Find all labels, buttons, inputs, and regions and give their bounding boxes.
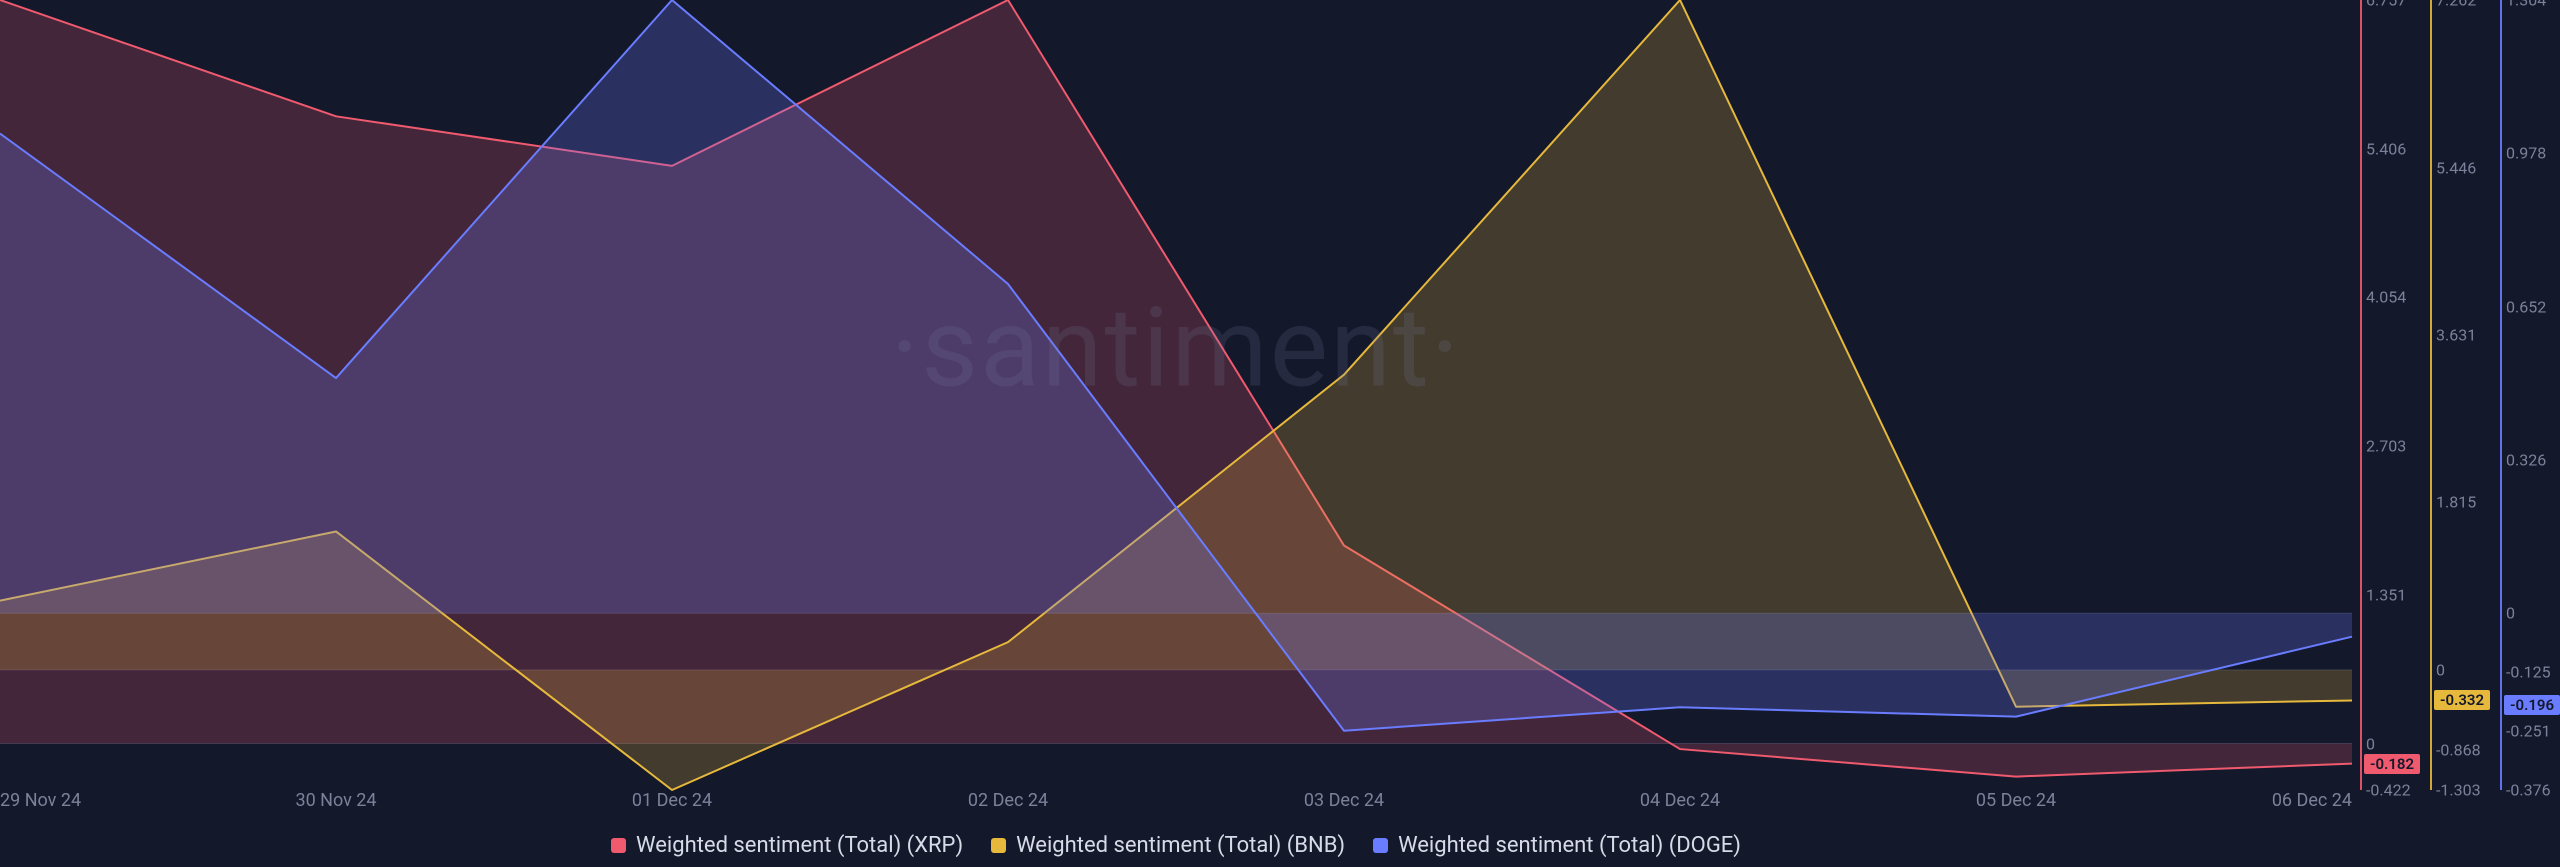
y-tick-label: -1.303 (2436, 781, 2481, 800)
y-axis-doge: 1.3040.9780.6520.3260-0.125-0.251-0.376-… (2500, 0, 2560, 790)
y-axis-xrp: 6.7575.4064.0542.7031.3510-0.422-0.182 (2360, 0, 2430, 790)
x-tick-label: 29 Nov 24 (0, 790, 81, 811)
y-current-badge-bnb: -0.332 (2434, 690, 2490, 710)
y-tick-label: -0.125 (2506, 662, 2551, 681)
legend-label: Weighted sentiment (Total) (XRP) (636, 833, 963, 858)
legend-swatch-icon (991, 838, 1006, 853)
y-tick-label: 1.304 (2506, 0, 2546, 10)
y-current-badge-xrp: -0.182 (2364, 754, 2420, 774)
plot-area[interactable]: ·santiment· (0, 0, 2352, 790)
y-axis-line (2430, 0, 2432, 790)
y-tick-label: 2.703 (2366, 437, 2406, 456)
y-tick-label: 0.652 (2506, 297, 2546, 316)
legend-swatch-icon (1373, 838, 1388, 853)
y-tick-label: 7.262 (2436, 0, 2476, 10)
y-axis-line (2500, 0, 2502, 790)
y-tick-label: 6.757 (2366, 0, 2406, 10)
y-tick-label: 0 (2436, 660, 2445, 679)
y-axes: 6.7575.4064.0542.7031.3510-0.422-0.1827.… (2360, 0, 2560, 790)
sentiment-chart: ·santiment· 29 Nov 24 30 Nov 24 01 Dec 24 0… (0, 0, 2560, 867)
watermark: ·santiment· (890, 283, 1461, 412)
legend-swatch-icon (611, 838, 626, 853)
x-tick-label: 04 Dec 24 (1640, 790, 1720, 811)
y-tick-label: 0.978 (2506, 144, 2546, 163)
legend-item-bnb[interactable]: Weighted sentiment (Total) (BNB) (991, 833, 1345, 858)
x-tick-label: 03 Dec 24 (1304, 790, 1384, 811)
y-tick-label: 1.351 (2366, 585, 2406, 604)
y-tick-label: 5.446 (2436, 158, 2476, 177)
x-tick-label: 30 Nov 24 (295, 790, 376, 811)
x-tick-label: 05 Dec 24 (1976, 790, 2056, 811)
x-tick-label: 06 Dec 24 (2272, 790, 2352, 811)
legend-label: Weighted sentiment (Total) (DOGE) (1398, 833, 1741, 858)
legend-item-xrp[interactable]: Weighted sentiment (Total) (XRP) (611, 833, 963, 858)
y-tick-label: -0.422 (2366, 781, 2411, 800)
legend: Weighted sentiment (Total) (XRP) Weighted… (0, 825, 2352, 865)
y-axis-bnb: 7.2625.4463.6311.8150-0.868-1.303-0.332 (2430, 0, 2500, 790)
y-tick-label: 5.406 (2366, 139, 2406, 158)
x-tick-label: 02 Dec 24 (968, 790, 1048, 811)
y-tick-label: -0.868 (2436, 740, 2481, 759)
y-tick-label: -0.251 (2506, 722, 2551, 741)
y-tick-label: 0 (2506, 604, 2515, 623)
y-tick-label: 4.054 (2366, 288, 2406, 307)
y-current-badge-doge: -0.196 (2504, 695, 2560, 715)
y-axis-line (2360, 0, 2362, 790)
legend-item-doge[interactable]: Weighted sentiment (Total) (DOGE) (1373, 833, 1741, 858)
x-axis-labels: 29 Nov 24 30 Nov 24 01 Dec 24 02 Dec 24 03 D… (0, 790, 2352, 820)
legend-label: Weighted sentiment (Total) (BNB) (1016, 833, 1345, 858)
y-tick-label: 1.815 (2436, 493, 2476, 512)
y-tick-label: 0.326 (2506, 450, 2546, 469)
y-tick-label: 0 (2366, 734, 2375, 753)
y-tick-label: -0.376 (2506, 781, 2551, 800)
x-tick-label: 01 Dec 24 (632, 790, 712, 811)
y-tick-label: 3.631 (2436, 325, 2476, 344)
